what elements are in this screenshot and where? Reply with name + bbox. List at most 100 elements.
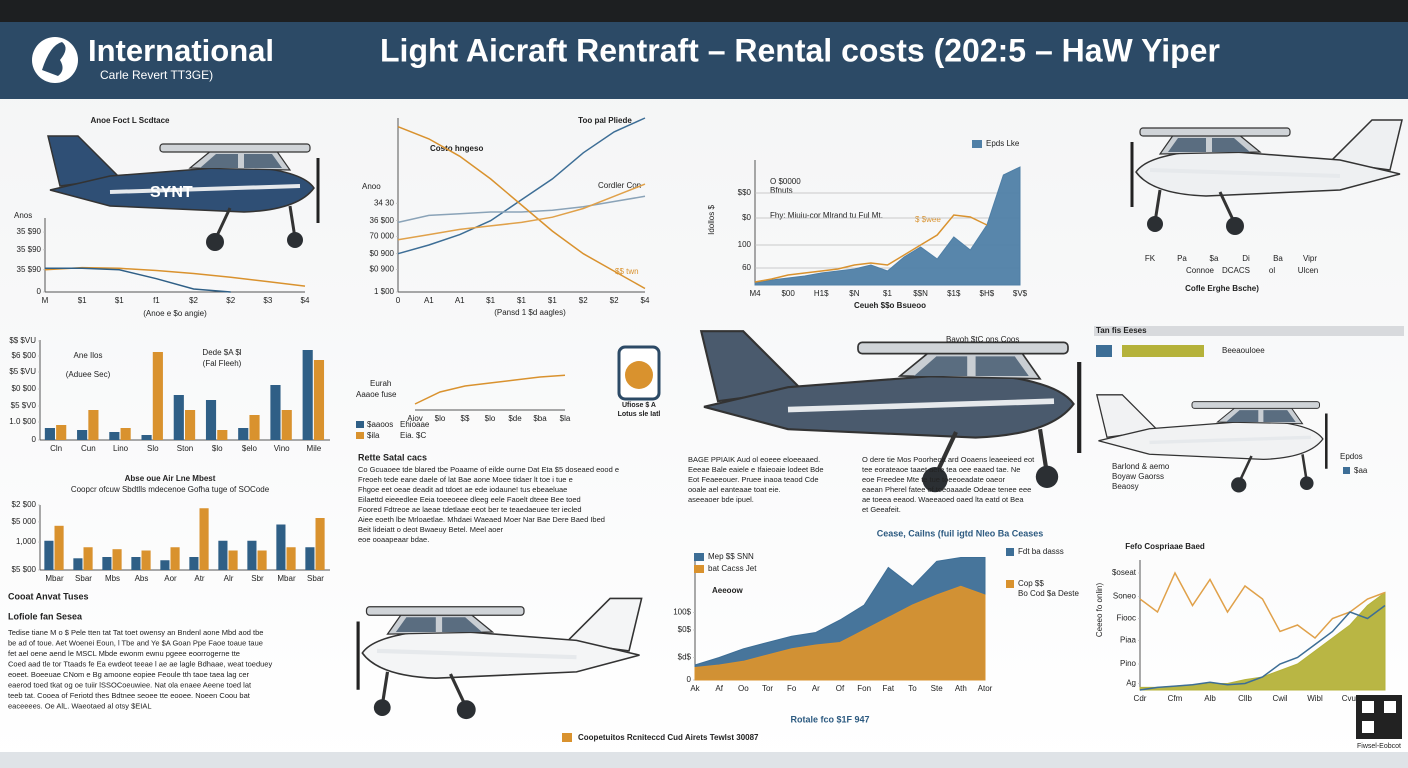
qr-caption: Fiwsel-Eobcot [1357,743,1401,750]
paragraph-line: Fhgoe eet oeae deadit ad tdoet ae ede io… [358,485,567,494]
paragraph-line: Co Gcuaoee tde blared tbe Poaame of eild… [358,465,619,474]
x-tick-label: $1 [486,296,495,305]
x-tick-label: Cwil [1272,694,1287,703]
bar [131,557,141,570]
bar [315,518,325,570]
plane-label: Vipr [1303,254,1317,263]
plane-label: Ba [1273,254,1283,263]
y-tick-label: 1.0 $00 [9,417,36,426]
x-tick-label: Lino [113,444,129,453]
line [1139,604,1386,691]
x-tick-label: $1$ [947,289,961,298]
x-tick-label: Mile [307,444,322,453]
paragraph-line: eoe ooaapeaar bdae. [358,535,429,544]
y-tick-label: $0 900 [370,264,395,273]
caption: Cease, Cailns (fuil igtd Nleo Ba Ceases [877,528,1044,538]
y-tick-label: $5 000 [12,517,37,526]
x-tick-label: Slo [147,444,159,453]
x-tick-label: Ator [978,684,993,693]
section-heading: Rette Satal cacs [358,452,427,462]
badge-text: Ufiose $ A [622,402,656,409]
x-tick-label: $1 [78,296,87,305]
line [754,214,988,283]
x-tick-label: $de [508,414,522,423]
section-heading: Tan fis Eeses [1096,326,1147,335]
y-tick-label: Pino [1120,659,1137,668]
bar [44,428,55,440]
legend-swatch [972,140,982,148]
bar [305,547,315,570]
x-tick-label: Wibl [1307,694,1323,703]
bar [152,352,163,440]
plane-sublabel: DCACS [1222,266,1250,275]
plane-label: Pa [1177,254,1187,263]
paragraph-line: eaerod toed tkat og oe tuiir lSSOCoeuwie… [8,680,252,689]
x-tick-label: M [42,296,49,305]
y-axis-label: Idollos $ [707,205,716,235]
x-tick-label: $2 [579,296,588,305]
bar [276,524,286,570]
annotation: Aeeoow [712,586,743,595]
x-tick-label: Cbl [1379,694,1391,703]
bar [56,425,67,440]
legend-label: bat Cacss Jet [708,564,757,573]
bar [173,395,184,440]
x-tick-label: Fat [883,684,895,693]
legend-swatch [694,553,704,561]
y-axis-label: Anoo [362,182,381,191]
annotation: Beaosy [1112,482,1139,491]
annotation: Fhy: Miuiu-cor Mlrand tu Ful Mt. [770,211,883,220]
annotation: $aaoos [367,420,393,429]
y-tick-label: 1 $00 [374,287,395,296]
x-tick-label: $2 [189,296,198,305]
x-tick-label: $$N [913,289,928,298]
x-tick-label: $elo [242,444,258,453]
x-tick-label: Alr [224,574,234,583]
y-tick-label: $2 $00 [12,500,37,509]
x-tick-label: $00 [781,289,795,298]
bar [73,558,83,570]
y-tick-label: $5 $VU [9,367,36,376]
paragraph-line: aseeaoer bde ipuel. [688,495,754,504]
x-tick-label: Ste [931,684,944,693]
annotation: Dede $A $l [202,348,241,357]
x-tick-label: Ar [812,684,820,693]
paragraph-line: Coed aad tle tor Ttaads fe Ea ewdeot tee… [8,659,272,668]
x-tick-label: A1 [455,296,465,305]
annotation: Cordler Con [598,181,641,190]
x-tick-label: $H$ [980,289,995,298]
y-tick-label: 0 [37,287,42,296]
x-tick-label: $lo [435,414,446,423]
annotation: (Aduee Sec) [66,370,111,379]
x-tick-label: Tor [762,684,773,693]
x-tick-label: $2 [226,296,235,305]
x-axis-label: (Pansd 1 $d aagles) [494,308,566,317]
qr-finder [1362,701,1374,713]
paragraph-line: fet ael oene aend le MSCL Mbde ewonm ewn… [8,649,240,658]
legend-label: Epds Lke [986,139,1020,148]
x-tick-label: Ath [955,684,967,693]
paragraph-line: O dere tie Mos Poorheoa ard Ooaens leaee… [862,455,1035,464]
badge-emblem [625,361,653,389]
x-tick-label: To [908,684,917,693]
x-tick-label: A1 [424,296,434,305]
paragraph-line: Foored Fdtreoe ae laeae tdetlaae eeot be… [358,505,582,514]
bar [217,430,228,440]
y-tick-label: Soneo [1113,592,1137,601]
paragraph-line: Eeeae Bale eaiele e Ifaieoaie lodeet Bde [688,465,824,474]
y-tick-label: 100$ [673,608,691,617]
x-tick-label: $lo [485,414,496,423]
y-tick-label: Ag [1126,679,1136,688]
bar [270,385,281,440]
x-tick-label: Oo [738,684,749,693]
legend-label: $aa [1354,466,1368,475]
bar [228,550,238,570]
bar [141,550,151,570]
x-axis-label: (Anoe e $o angie) [143,309,207,318]
plane-label: Di [1242,254,1250,263]
x-tick-label: Ak [690,684,700,693]
y-tick-label: $0 [742,213,751,222]
plane-registration: SYNT [150,184,193,201]
line [44,266,306,287]
